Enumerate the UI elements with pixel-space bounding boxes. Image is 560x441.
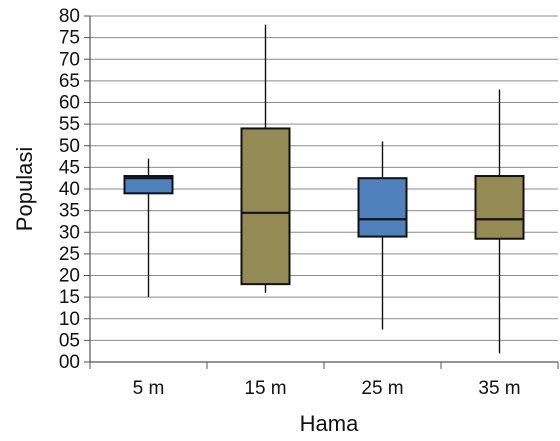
y-tick-label: 35 xyxy=(59,201,80,222)
y-tick-label: 00 xyxy=(59,352,80,373)
y-tick-label: 55 xyxy=(59,114,80,135)
y-tick-label: 80 xyxy=(59,6,80,27)
x-tick-label: 35 m xyxy=(478,378,520,399)
x-axis-title: Hama xyxy=(300,411,359,436)
box-25m xyxy=(357,141,408,330)
y-tick-label: 10 xyxy=(59,309,80,330)
box-iqr xyxy=(240,127,291,286)
x-tick-label: 5 m xyxy=(133,378,165,399)
box-iqr xyxy=(123,175,174,195)
y-tick-label: 50 xyxy=(59,136,80,157)
y-tick-label: 25 xyxy=(59,244,80,265)
box-35m xyxy=(474,89,525,354)
box-iqr xyxy=(357,177,408,238)
gridlines xyxy=(90,15,558,341)
y-tick-label: 75 xyxy=(59,28,80,49)
y-tick-label: 65 xyxy=(59,71,80,92)
axes xyxy=(84,15,559,369)
box-15m xyxy=(240,24,291,293)
y-tick-label: 40 xyxy=(59,179,80,200)
x-tick-label: 25 m xyxy=(361,378,403,399)
y-tick-label: 45 xyxy=(59,157,80,178)
box-iqr xyxy=(474,175,525,240)
y-tick-label: 15 xyxy=(59,287,80,308)
y-tick-label: 30 xyxy=(59,222,80,243)
box-series xyxy=(123,24,525,354)
y-axis-title: Populasi xyxy=(12,147,37,231)
y-tick-label: 05 xyxy=(59,330,80,351)
x-tick-label: 15 m xyxy=(244,378,286,399)
y-tick-label: 70 xyxy=(59,49,80,70)
box-5m xyxy=(123,158,174,298)
y-tick-label: 60 xyxy=(59,93,80,114)
y-tick-label: 20 xyxy=(59,266,80,287)
